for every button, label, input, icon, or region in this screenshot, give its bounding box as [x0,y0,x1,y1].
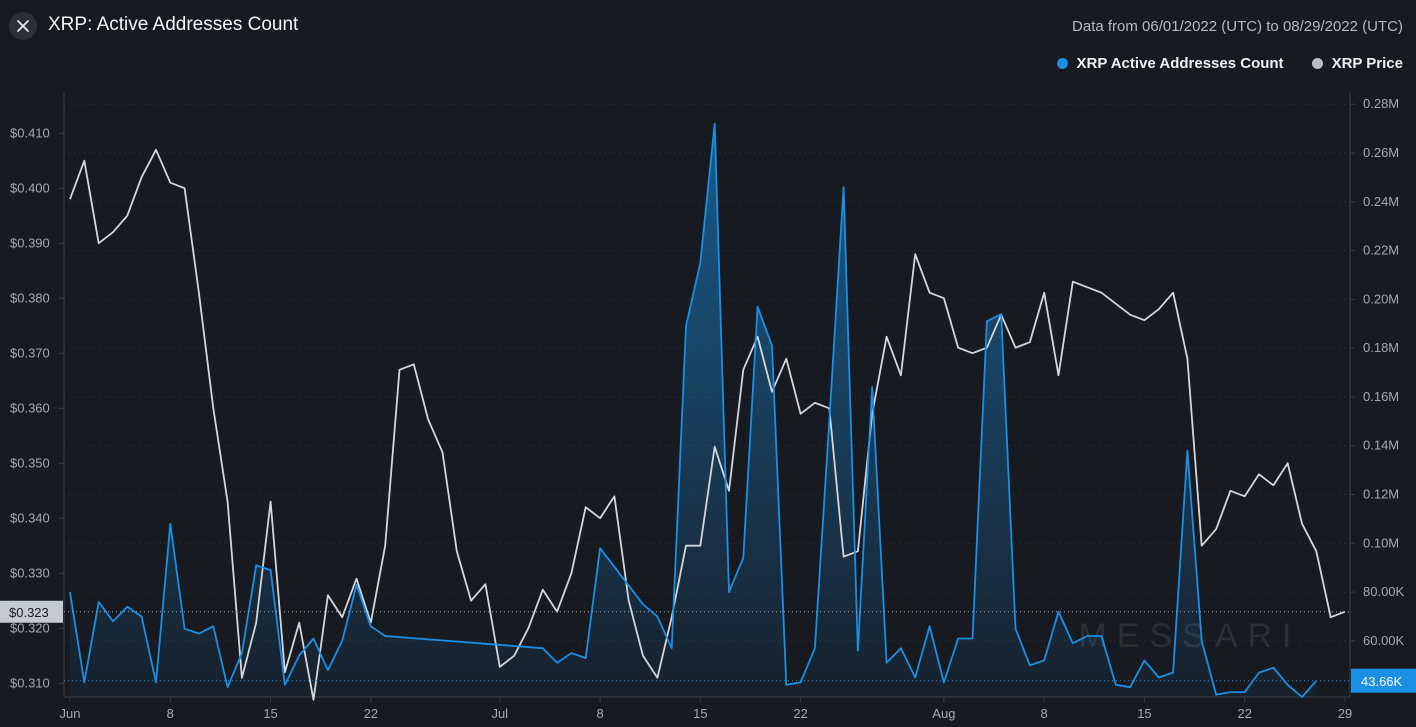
active-addresses-area [70,123,1317,697]
x-tick-label: Jul [491,706,508,721]
left-axis: $0.310 $0.320 $0.330 $0.340 $0.350 $0.360 $0.3… [10,125,64,690]
right-tick-label: 0.16M [1363,389,1399,404]
price-current-label: $0.323 [9,605,49,620]
active-addresses-line [69,122,1317,698]
left-tick-label: $0.410 [10,125,50,140]
chart-header: XRP: Active Addresses Count Data from 06… [0,0,1416,92]
right-tick-label: 0.14M [1363,438,1399,453]
aa-current-label: 43.66K [1361,674,1403,689]
active-addresses-area-fill [70,123,1317,697]
legend: XRP Active Addresses Count XRP Price [1056,55,1403,72]
left-tick-label: $0.350 [10,455,50,470]
right-tick-label: 60.00K [1363,633,1405,648]
aa-current-badge [1351,668,1416,693]
right-tick-label: 0.28M [1363,96,1399,111]
legend-item-active-addresses[interactable]: XRP Active Addresses Count [1056,55,1284,72]
close-icon [17,20,29,32]
left-tick-label: $0.330 [10,565,50,580]
right-axis: 60.00K 80.00K 0.10M 0.12M 0.14M 0.16M 0.18M 0.2… [1350,96,1405,648]
left-tick-label: $0.380 [10,290,50,305]
right-tick-label: 80.00K [1363,584,1405,599]
active-addresses-series-line [69,122,1317,698]
left-tick-label: $0.400 [10,180,50,195]
right-tick-label: 0.18M [1363,340,1399,355]
left-tick-label: $0.310 [10,675,50,690]
x-tick-label: 8 [167,706,174,721]
right-tick-label: 0.12M [1363,487,1399,502]
x-tick-label: 8 [596,706,603,721]
date-range-label: Data from 06/01/2022 (UTC) to 08/29/2022… [1072,18,1403,35]
price-current-badge [0,600,63,623]
left-tick-label: $0.320 [10,620,50,635]
current-value-markers: $0.323 43.66K [0,600,1416,693]
x-tick-label: 15 [263,706,277,721]
right-tick-label: 0.10M [1363,535,1399,550]
left-tick-label: $0.370 [10,345,50,360]
legend-dot-icon [1311,58,1323,69]
x-tick-label: 22 [1237,706,1251,721]
price-line [69,148,1346,701]
left-tick-label: $0.390 [10,235,50,250]
x-tick-label: 15 [693,706,707,721]
x-tick-label: Jun [60,706,81,721]
page-title: XRP: Active Addresses Count [48,14,299,35]
right-tick-label: 0.20M [1363,291,1399,306]
legend-label: XRP Price [1331,55,1403,72]
x-tick-label: 22 [364,706,378,721]
x-axis: Jun 8 15 22 Jul 8 15 22 Aug 8 15 22 29 [60,697,1352,721]
close-button[interactable] [9,12,37,40]
legend-item-price[interactable]: XRP Price [1311,55,1403,72]
left-tick-label: $0.340 [10,510,50,525]
right-tick-label: 0.24M [1363,194,1399,209]
x-tick-label: Aug [932,706,955,721]
x-tick-label: 29 [1338,706,1352,721]
left-tick-label: $0.360 [10,400,50,415]
x-tick-label: 15 [1137,706,1151,721]
legend-dot-icon [1056,58,1068,69]
right-tick-label: 0.26M [1363,145,1399,160]
x-tick-label: 8 [1041,706,1048,721]
price-series-line [69,148,1346,701]
right-tick-label: 0.22M [1363,243,1399,258]
legend-label: XRP Active Addresses Count [1076,55,1284,72]
x-tick-label: 22 [793,706,807,721]
